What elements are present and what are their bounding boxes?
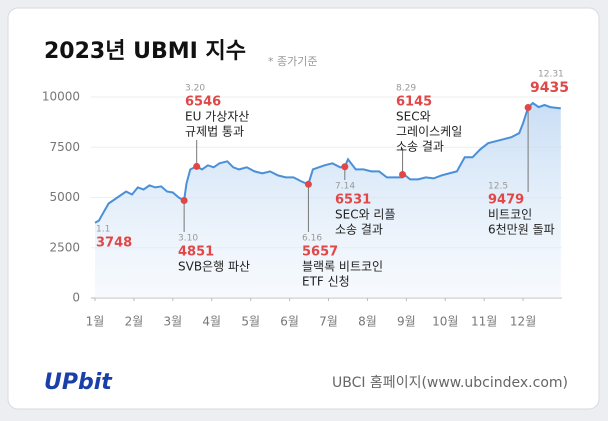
event-text: EU 가상자산 xyxy=(185,110,249,124)
event-text: SVB은행 파산 xyxy=(178,259,250,274)
chart-title: 2023년 UBMI 지수 xyxy=(44,39,246,64)
chart-subtitle: * 종가기준 xyxy=(268,55,317,68)
x-tick-label: 3월 xyxy=(163,315,182,329)
y-tick-label: 0 xyxy=(72,291,80,305)
event-dot xyxy=(341,163,349,171)
event-text: SEC와 리플 xyxy=(335,208,396,222)
event-dot xyxy=(180,196,188,204)
x-tick-label: 8월 xyxy=(358,315,377,329)
x-tick-label: 7월 xyxy=(319,315,338,329)
event-date: 8.29 xyxy=(396,84,416,94)
event-value: 6531 xyxy=(335,193,371,208)
x-tick-label: 11월 xyxy=(471,315,497,329)
x-tick-label: 6월 xyxy=(280,315,299,329)
event-date: 12.31 xyxy=(538,70,564,80)
event-value: 4851 xyxy=(178,245,214,260)
event-text: 6천만원 돌파 xyxy=(488,222,555,237)
event-text: SEC와 xyxy=(396,110,431,124)
event-value: 9479 xyxy=(488,193,524,208)
event-date: 3.20 xyxy=(185,84,205,94)
event-value: 6145 xyxy=(396,95,432,110)
event-text: 블랙록 비트코인 xyxy=(302,260,383,274)
event-value: 3748 xyxy=(96,236,132,251)
event-text: 규제법 통과 xyxy=(185,125,244,139)
event-text: 그레이스케일 xyxy=(396,125,462,139)
event-dot xyxy=(524,103,532,111)
event-dot xyxy=(304,180,312,188)
brand-logo: UPbit xyxy=(44,370,113,395)
y-tick-label: 10000 xyxy=(42,90,80,104)
event-value: 9435 xyxy=(530,80,569,96)
x-tick-label: 5월 xyxy=(241,315,260,329)
event-text: 소송 결과 xyxy=(396,140,444,154)
event-text: 비트코인 xyxy=(488,208,532,222)
event-date: 3.10 xyxy=(178,234,198,244)
event-date: 7.14 xyxy=(335,182,355,192)
event-date: 12.5 xyxy=(488,182,508,192)
event-text: 소송 결과 xyxy=(335,223,383,237)
event-date: 1.1 xyxy=(96,225,110,235)
x-tick-label: 1월 xyxy=(86,315,105,329)
y-tick-label: 2500 xyxy=(49,240,80,254)
x-tick-label: 2월 xyxy=(125,315,144,329)
x-tick-label: 4월 xyxy=(202,315,221,329)
event-date: 6.16 xyxy=(302,234,322,244)
line xyxy=(94,101,561,224)
event-dot xyxy=(193,162,201,170)
x-tick-label: 12월 xyxy=(510,315,536,329)
event-value: 6546 xyxy=(185,95,221,110)
area xyxy=(95,103,561,298)
x-tick-label: 9월 xyxy=(397,315,416,329)
x-tick-label: 10월 xyxy=(432,315,458,329)
y-tick-label: 7500 xyxy=(49,140,80,154)
event-dot xyxy=(399,170,407,178)
event-value: 5657 xyxy=(302,245,338,260)
y-tick-label: 5000 xyxy=(49,190,80,204)
event-text: ETF 신청 xyxy=(302,275,350,289)
source: UBCI 홈페이지(www.ubcindex.com) xyxy=(332,375,568,391)
